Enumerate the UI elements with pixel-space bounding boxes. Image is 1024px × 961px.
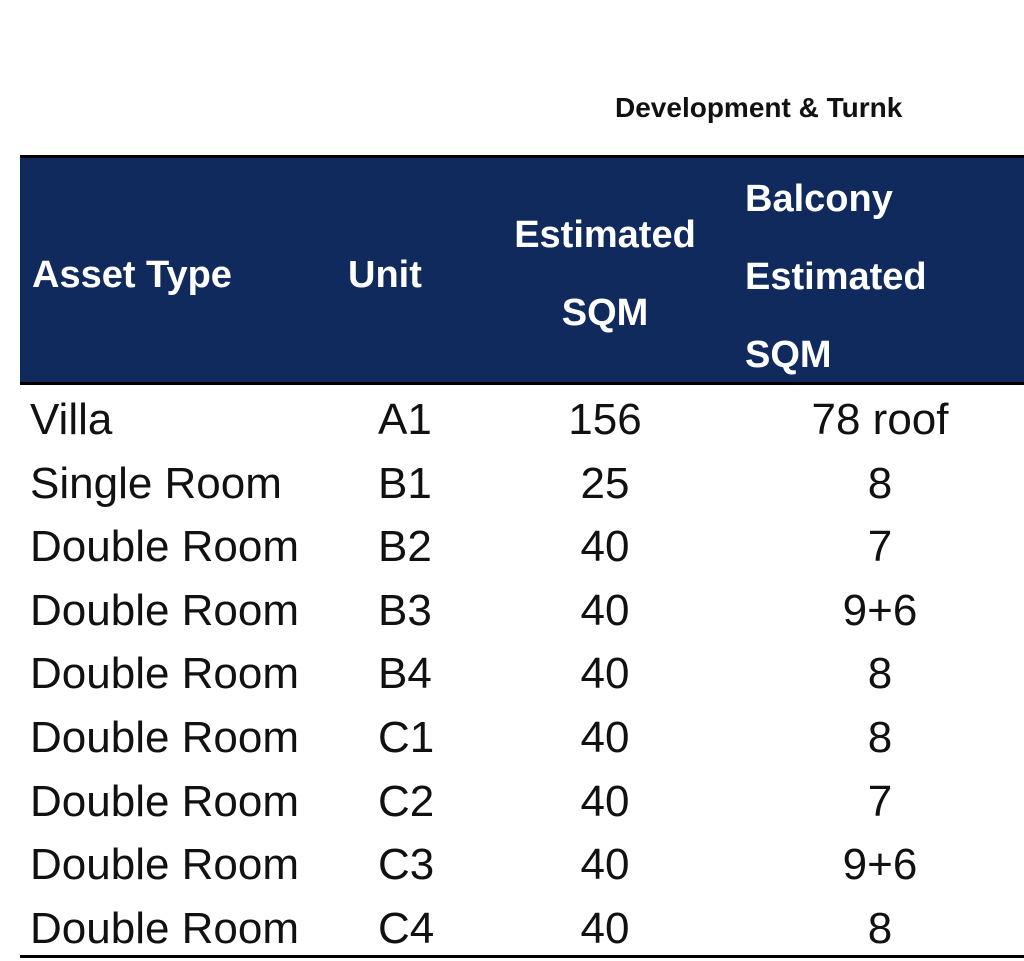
table-cell: 9+6 [842, 840, 918, 890]
table-cell: Villa [30, 395, 113, 444]
table-cell: B2 [378, 522, 432, 572]
header-cell: Balcony Estimated SQM [745, 178, 927, 376]
table-cell: 40 [580, 522, 630, 572]
table-cell: Double Room [30, 840, 300, 890]
table-cell: B1 [378, 458, 432, 508]
table-cell: B3 [378, 585, 432, 635]
table-cell: 40 [580, 776, 630, 826]
table-cell: C1 [378, 713, 435, 762]
table-header: Asset Type Unit Estimated SQM Balcony Estim… [20, 155, 1024, 385]
table-cell: C3 [378, 840, 435, 890]
table-cell: B4 [378, 649, 432, 699]
header-cell: Asset Type [32, 254, 232, 296]
table-cell: 8 [867, 458, 893, 508]
table-cell: 8 [867, 649, 893, 699]
table-cell: 25 [580, 458, 630, 508]
header-cell: Unit [348, 254, 422, 296]
table-cell: A1 [378, 395, 432, 444]
table-cell: Double Room [30, 585, 300, 635]
table-cell: Double Room [30, 522, 300, 572]
table-cell: 40 [580, 840, 630, 890]
table-cell: 9+6 [842, 585, 918, 635]
table-cell: 40 [580, 713, 630, 762]
table-cell: Double Room [30, 776, 300, 826]
table-cell: 7 [867, 522, 893, 572]
table-cell: Double Room [30, 903, 300, 953]
table-cell: 8 [867, 713, 893, 762]
table-cell: 40 [580, 903, 630, 953]
table-cell: 7 [867, 776, 893, 826]
table-cell: Double Room [30, 713, 300, 762]
title: Development & Turnk [615, 92, 903, 123]
table-cell: 40 [580, 585, 630, 635]
table-cell: 78 roof [811, 395, 949, 444]
table-cell: Double Room [30, 649, 300, 699]
table-cell: C4 [378, 903, 435, 953]
table-cell: Single Room [30, 458, 282, 508]
table-cell: 40 [580, 649, 630, 699]
table-cell: 8 [867, 903, 893, 953]
header-cell: Estimated SQM [514, 214, 696, 334]
table-cell: 156 [568, 395, 642, 444]
table-cell: C2 [378, 776, 435, 826]
table-border [20, 955, 1024, 958]
